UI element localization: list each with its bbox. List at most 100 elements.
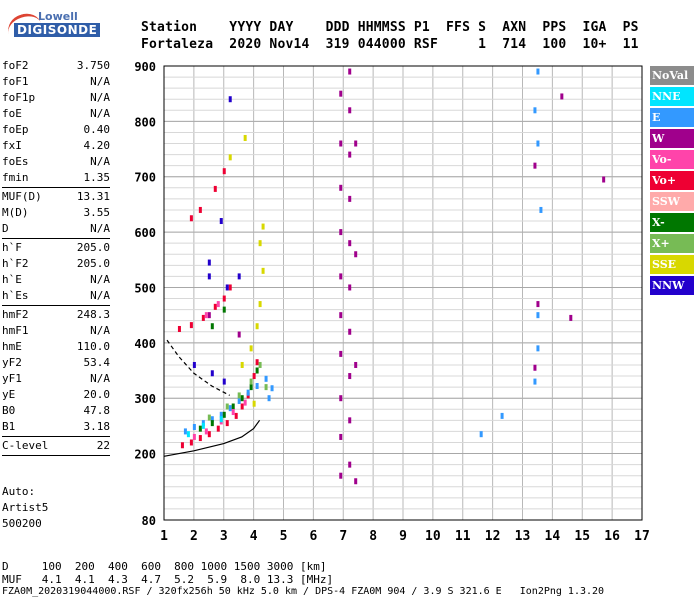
x-tick-label: 13 <box>515 529 531 544</box>
param-value: N/A <box>90 107 110 120</box>
y-tick-label: 200 <box>134 448 156 462</box>
data-point-e <box>479 431 483 438</box>
data-point-e <box>183 428 187 435</box>
data-point-x <box>210 323 214 330</box>
data-point-w <box>354 361 358 368</box>
param-row: foF1p N/A <box>2 90 110 106</box>
data-point-e <box>264 375 268 382</box>
param-name: fmin <box>2 171 29 184</box>
legend-item: Vo- <box>650 150 694 169</box>
data-point-vo <box>213 185 217 192</box>
x-tick-label: 10 <box>425 529 441 544</box>
data-point-vo <box>234 412 238 419</box>
param-value: 53.4 <box>83 356 111 369</box>
param-value: 3.750 <box>76 59 110 72</box>
param-row: D N/A <box>2 221 110 237</box>
data-point-x <box>258 361 262 368</box>
data-point-e <box>539 206 543 213</box>
data-point-vo <box>216 425 220 432</box>
data-point-x <box>249 384 253 391</box>
data-point-vo <box>222 295 226 302</box>
x-tick-label: 17 <box>634 529 650 544</box>
data-point-nnw <box>228 96 232 103</box>
data-point-x <box>264 384 268 391</box>
param-name: MUF(D) <box>2 190 42 203</box>
data-point-e <box>533 378 537 385</box>
param-name: fxI <box>2 139 22 152</box>
muf-value-row: MUF 4.1 4.1 4.3 4.7 5.2 5.9 8.0 13.3 [MH… <box>2 573 334 586</box>
param-name: D <box>2 222 9 235</box>
param-row: yE 20.0 <box>2 387 110 403</box>
data-point-vo <box>198 435 202 442</box>
y-tick-label: 600 <box>134 226 156 240</box>
param-value: 13.31 <box>76 190 110 203</box>
data-point-vo <box>252 373 256 380</box>
data-point-w <box>348 68 352 75</box>
param-name: B0 <box>2 404 16 417</box>
param-row: B0 47.8 <box>2 403 110 419</box>
data-point-nnw <box>237 273 241 280</box>
data-point-w <box>602 176 606 183</box>
param-row: M(D) 3.55 <box>2 205 110 221</box>
data-point-w <box>533 162 537 169</box>
parameter-panel: foF2 3.750 foF1 N/A foF1p N/A foE N/A foEp 0.40 fx… <box>2 58 110 457</box>
data-point-w <box>237 331 241 338</box>
data-point-w <box>348 107 352 114</box>
data-point-nnw <box>192 361 196 368</box>
data-point-w <box>348 373 352 380</box>
data-point-vo <box>189 322 193 329</box>
param-name: h`Es <box>2 289 29 302</box>
logo-text-lowell: Lowell <box>38 10 78 23</box>
param-row: hmF1 N/A <box>2 323 110 339</box>
param-row: fxI 4.20 <box>2 138 110 154</box>
data-point-nnw <box>222 378 226 385</box>
data-point-e <box>255 383 259 390</box>
data-point-x <box>222 411 226 418</box>
auto-program: Artist5 <box>2 501 49 514</box>
data-point-vo <box>198 206 202 213</box>
data-point-vo <box>180 442 184 449</box>
data-point-vo <box>243 399 247 406</box>
data-point-vo <box>204 312 208 319</box>
data-point-sse <box>258 301 262 308</box>
data-point-x <box>237 392 241 399</box>
legend-item: SSE <box>650 255 694 274</box>
param-value: N/A <box>90 155 110 168</box>
data-point-vo <box>225 420 229 427</box>
param-value: N/A <box>90 75 110 88</box>
footer-info: FZA0M_2020319044000.RSF / 320fx256h 50 k… <box>2 586 605 597</box>
data-point-w <box>348 284 352 291</box>
data-point-sse <box>243 134 247 141</box>
data-point-vo <box>204 428 208 435</box>
legend-item: SSW <box>650 192 694 211</box>
param-row: yF2 53.4 <box>2 355 110 371</box>
data-point-w <box>348 328 352 335</box>
legend: NoVal NNE E W Vo- Vo+ SSW X- X+ SSE NNW <box>650 66 694 297</box>
data-point-sse <box>258 240 262 247</box>
param-row: h`Es N/A <box>2 288 110 304</box>
param-value: 3.55 <box>83 206 111 219</box>
param-name: hmF1 <box>2 324 29 337</box>
autoscaling-info: Auto: Artist5 500200 <box>2 484 48 532</box>
data-point-sse <box>261 267 265 274</box>
param-name: yE <box>2 388 16 401</box>
x-tick-label: 15 <box>574 529 590 544</box>
x-tick-label: 12 <box>485 529 501 544</box>
y-tick-label: 400 <box>134 337 156 351</box>
data-point-w <box>569 314 573 321</box>
param-row: foEs N/A <box>2 154 110 170</box>
data-point-w <box>339 433 343 440</box>
header-values: Fortaleza 2020 Nov14 319 044000 RSF 1 71… <box>141 37 639 52</box>
x-tick-label: 6 <box>309 529 317 544</box>
data-point-vo <box>213 303 217 310</box>
data-point-x <box>222 306 226 313</box>
param-name: M(D) <box>2 206 29 219</box>
data-point-e <box>228 405 232 412</box>
auto-code: 500200 <box>2 517 42 530</box>
param-value: 22 <box>96 439 110 452</box>
data-point-sse <box>249 345 253 352</box>
data-point-w <box>339 395 343 402</box>
data-point-x <box>198 425 202 432</box>
data-point-e <box>219 411 223 418</box>
